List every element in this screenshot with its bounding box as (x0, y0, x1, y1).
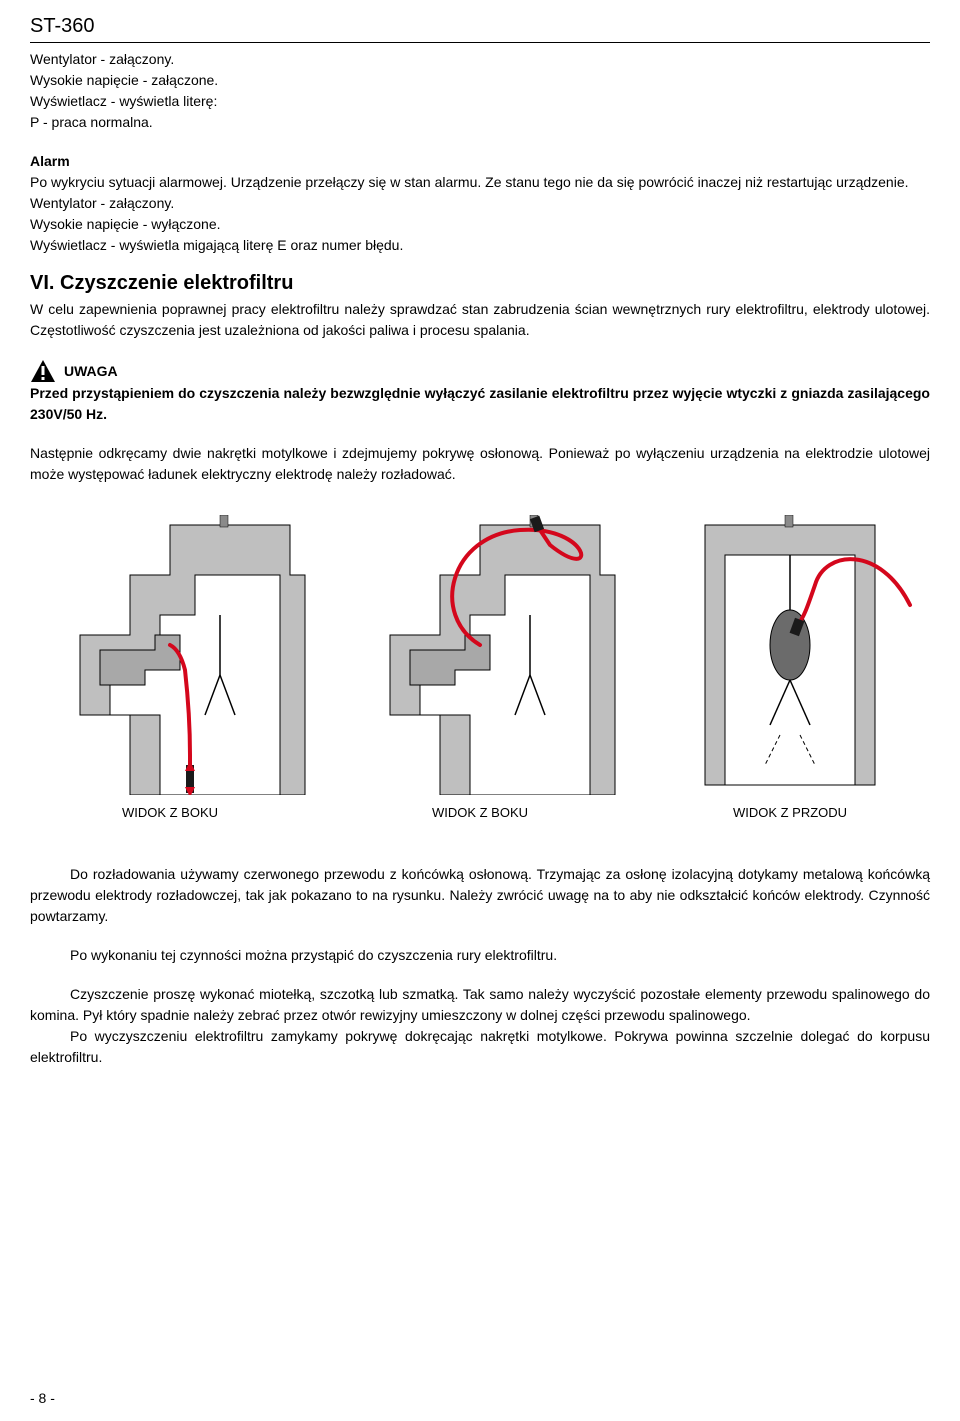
warning-label: UWAGA (64, 363, 118, 379)
diagram-1: WIDOK Z BOKU (30, 515, 310, 820)
warning-paragraph-1: Przed przystąpieniem do czyszczenia nale… (30, 383, 930, 425)
diagram-2-svg (340, 515, 620, 795)
diagram-1-svg (30, 515, 310, 795)
status-line-4: P - praca normalna. (30, 112, 930, 133)
diagram-3-caption: WIDOK Z PRZODU (733, 805, 847, 820)
diagram-2-caption: WIDOK Z BOKU (432, 805, 528, 820)
diagram-3-svg (650, 515, 930, 795)
section-6-heading: VI. Czyszczenie elektrofiltru (30, 272, 930, 295)
warning-paragraph-2: Następnie odkręcamy dwie nakrętki motylk… (30, 443, 930, 485)
alarm-line-1: Wentylator - załączony. (30, 193, 930, 214)
page-number: - 8 - (30, 1390, 55, 1406)
diagram-3: WIDOK Z PRZODU (650, 515, 930, 820)
alarm-paragraph: Po wykryciu sytuacji alarmowej. Urządzen… (30, 172, 930, 193)
warning-block: UWAGA (30, 359, 930, 383)
alarm-line-3: Wyświetlacz - wyświetla migającą literę … (30, 235, 930, 256)
alarm-title: Alarm (30, 151, 930, 172)
diagram-2: WIDOK Z BOKU (340, 515, 620, 820)
diagram-row: WIDOK Z BOKU WIDOK Z BOKU (30, 515, 930, 820)
diagram-1-caption: WIDOK Z BOKU (122, 805, 218, 820)
section-6-paragraph: W celu zapewnienia poprawnej pracy elekt… (30, 299, 930, 341)
alarm-line-2: Wysokie napięcie - wyłączone. (30, 214, 930, 235)
status-line-1: Wentylator - załączony. (30, 49, 930, 70)
after-paragraph-4: Po wyczyszczeniu elektrofiltru zamykamy … (30, 1026, 930, 1068)
status-line-3: Wyświetlacz - wyświetla literę: (30, 91, 930, 112)
status-line-2: Wysokie napięcie - załączone. (30, 70, 930, 91)
after-paragraph-3: Czyszczenie proszę wykonać miotełką, szc… (30, 984, 930, 1026)
header-rule (30, 42, 930, 43)
after-paragraph-1: Do rozładowania używamy czerwonego przew… (30, 864, 930, 927)
warning-icon (30, 359, 56, 383)
model-number: ST-360 (30, 15, 930, 38)
after-paragraph-2: Po wykonaniu tej czynności można przystą… (30, 945, 930, 966)
